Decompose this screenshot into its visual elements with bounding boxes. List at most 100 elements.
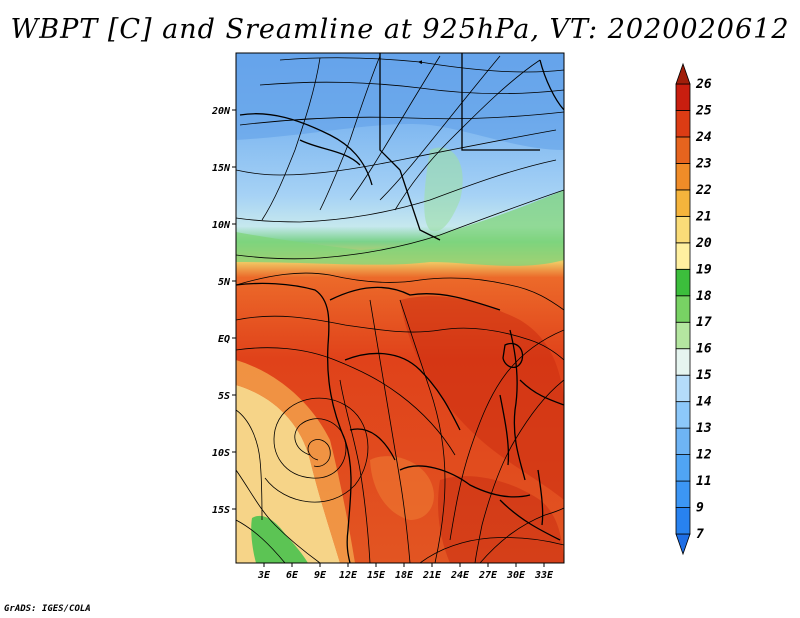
streamline	[236, 469, 321, 563]
streamlines	[236, 55, 564, 563]
x-tick-label: 21E	[422, 570, 442, 581]
x-tick: 18E	[395, 563, 414, 581]
x-tick-label: 30E	[506, 570, 526, 581]
x-tick: 21E	[422, 563, 442, 581]
map-title: WBPT [C] and Sreamline at 925hPa, VT: 20…	[10, 14, 790, 45]
streamline	[394, 59, 541, 211]
colorbar-label: 11	[696, 474, 712, 489]
border-east-coast	[539, 59, 564, 111]
x-tick-label: 33E	[534, 570, 554, 581]
streamline	[236, 347, 456, 456]
shade-orange-southwest	[236, 360, 355, 563]
x-tick-label: 6E	[286, 570, 299, 581]
streamline	[474, 379, 564, 563]
streamline	[236, 315, 564, 361]
y-tick: 15S	[212, 505, 236, 516]
colorbar-segment	[675, 480, 691, 508]
colorbar-label: 26	[695, 77, 712, 92]
x-tick-label: 3E	[257, 570, 271, 581]
x-tick-label: 27E	[478, 570, 498, 581]
streamline	[236, 409, 263, 521]
grads-credit: GrADS: IGES/COLA	[4, 604, 91, 614]
coastline-west	[236, 282, 352, 563]
y-tick-label: 5S	[218, 391, 230, 402]
colorbar-segment	[675, 401, 691, 429]
colorbar-segment	[675, 348, 691, 376]
y-tick-label: 10S	[212, 448, 230, 459]
colorbar-label: 15	[696, 368, 712, 383]
shade-lighter-orange-patch	[370, 456, 434, 520]
x-tick: 12E	[339, 563, 358, 581]
y-tick-label: 15S	[212, 505, 230, 516]
streamline	[261, 57, 321, 221]
streamline	[339, 379, 371, 563]
y-tick: 5S	[218, 391, 236, 402]
colorbar-label: 7	[696, 527, 704, 542]
x-axis: 3E 6E 9E 12E 15E 18E 21E 24E 27E 30E 33E	[257, 563, 554, 581]
colorbar-label: 9	[696, 501, 704, 516]
colorbar-segment	[675, 427, 691, 455]
shade-green-band	[236, 190, 564, 266]
streamline	[236, 272, 564, 311]
streamline-vortex	[307, 439, 331, 467]
lake-malawi	[537, 469, 544, 526]
x-tick: 9E	[314, 563, 327, 581]
streamline	[449, 329, 564, 541]
x-tick: 15E	[367, 563, 386, 581]
streamline	[399, 299, 446, 563]
border-libya-chad	[379, 53, 401, 171]
shade-cool-north	[236, 53, 564, 150]
border-drc	[344, 352, 461, 431]
colorbar-label: 24	[695, 130, 712, 145]
y-tick-label: 10N	[212, 220, 231, 231]
colorbar-max-triangle	[675, 62, 691, 85]
x-tick-label: 9E	[314, 570, 327, 581]
colorbar-label: 17	[696, 315, 712, 330]
y-tick: 10S	[212, 448, 236, 459]
lake-tanganyika	[499, 394, 510, 466]
colorbar-label: 13	[696, 421, 712, 436]
shade-dark-red-east	[400, 296, 564, 500]
wbpt-shading	[236, 53, 564, 563]
x-tick: 24E	[450, 563, 470, 581]
colorbar-label: 14	[696, 395, 712, 410]
colorbar-label: 16	[696, 342, 712, 357]
x-tick: 33E	[534, 563, 554, 581]
colorbar-label: 25	[695, 103, 712, 118]
streamline	[239, 111, 564, 126]
colorbar-segment	[675, 454, 691, 482]
x-tick: 30E	[506, 563, 526, 581]
border-niger	[299, 139, 361, 166]
streamline	[419, 537, 564, 563]
colorbar-segment	[675, 242, 691, 270]
border-chad-sudan	[399, 169, 441, 241]
colorbar-label: 22	[695, 183, 712, 198]
colorbar-segment	[675, 215, 691, 244]
border-north-wiggle	[239, 113, 373, 186]
country-borders	[236, 53, 564, 563]
y-tick: 15N	[212, 163, 236, 174]
colorbar-label: 12	[696, 448, 712, 463]
colorbar-segment	[675, 321, 691, 350]
streamline	[236, 519, 286, 563]
map-frame	[235, 52, 565, 564]
streamline	[369, 299, 411, 563]
y-tick-label: 20N	[211, 106, 231, 117]
streamline	[236, 129, 557, 176]
shade-green-southwest	[251, 515, 308, 563]
streamline	[319, 55, 381, 211]
border-egypt-sudan	[461, 53, 540, 151]
y-tick: 10N	[212, 220, 236, 231]
colorbar-label: 21	[695, 209, 712, 224]
border-tanzania	[519, 379, 564, 406]
shade-green-lobe	[424, 147, 463, 232]
border-zambia	[399, 465, 531, 498]
colorbar-segment	[675, 189, 691, 217]
lake-victoria	[502, 342, 524, 368]
colorbar-segment	[675, 83, 691, 111]
y-tick: 20N	[211, 106, 236, 117]
colorbar-label: 23	[695, 156, 712, 171]
y-tick: 5N	[218, 277, 236, 288]
x-tick-label: 24E	[450, 570, 470, 581]
